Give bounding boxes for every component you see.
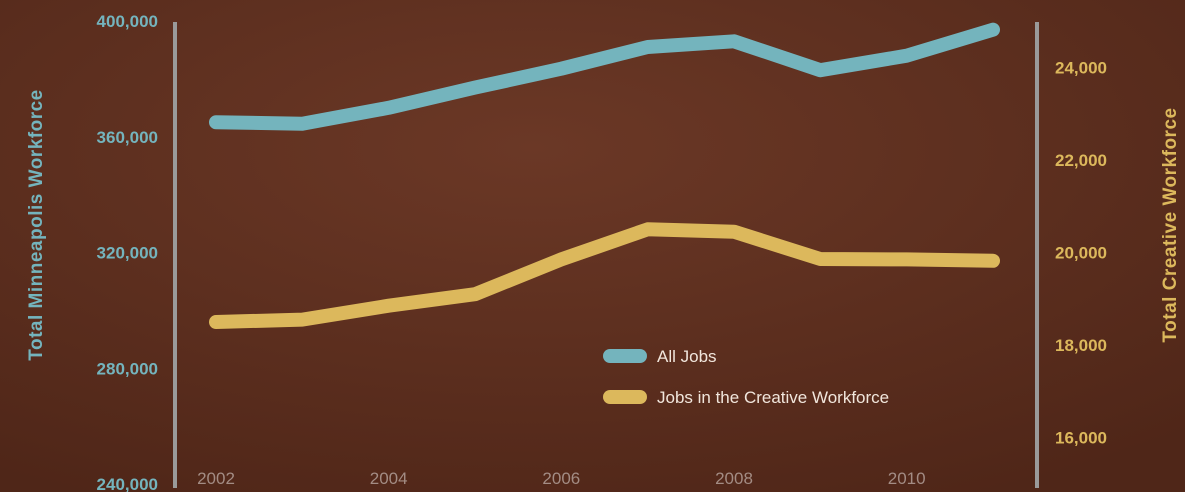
right-tick-label: 18,000 — [1055, 336, 1107, 355]
series-lines — [209, 22, 1000, 329]
x-tick-label: 2004 — [370, 469, 408, 488]
series-line-creative — [209, 222, 1000, 329]
right-axis-label: Total Creative Workforce — [1160, 107, 1181, 342]
left-tick-label: 240,000 — [97, 475, 158, 492]
left-tick-label: 400,000 — [97, 12, 158, 31]
left-tick-label: 320,000 — [97, 244, 158, 263]
right-tick-labels: 24,000 22,000 20,000 18,000 16,000 — [1055, 58, 1107, 447]
legend-label-creative: Jobs in the Creative Workforce — [657, 388, 889, 407]
left-tick-label: 280,000 — [97, 359, 158, 378]
legend-label-all-jobs: All Jobs — [657, 347, 717, 366]
right-tick-label: 16,000 — [1055, 429, 1107, 448]
left-tick-label: 360,000 — [97, 128, 158, 147]
right-tick-label: 20,000 — [1055, 244, 1107, 263]
x-tick-label: 2006 — [542, 469, 580, 488]
right-tick-label: 24,000 — [1055, 58, 1107, 77]
x-tick-label: 2010 — [888, 469, 926, 488]
series-line-all-jobs — [209, 22, 1000, 131]
right-tick-label: 22,000 — [1055, 151, 1107, 170]
left-tick-labels: 400,000 360,000 320,000 280,000 240,000 — [97, 12, 158, 492]
legend: All Jobs Jobs in the Creative Workforce — [603, 347, 889, 407]
x-tick-labels: 2002 2004 2006 2008 2010 — [197, 469, 925, 488]
left-axis-label: Total Minneapolis Workforce — [26, 89, 47, 360]
x-tick-label: 2008 — [715, 469, 753, 488]
x-tick-label: 2002 — [197, 469, 235, 488]
